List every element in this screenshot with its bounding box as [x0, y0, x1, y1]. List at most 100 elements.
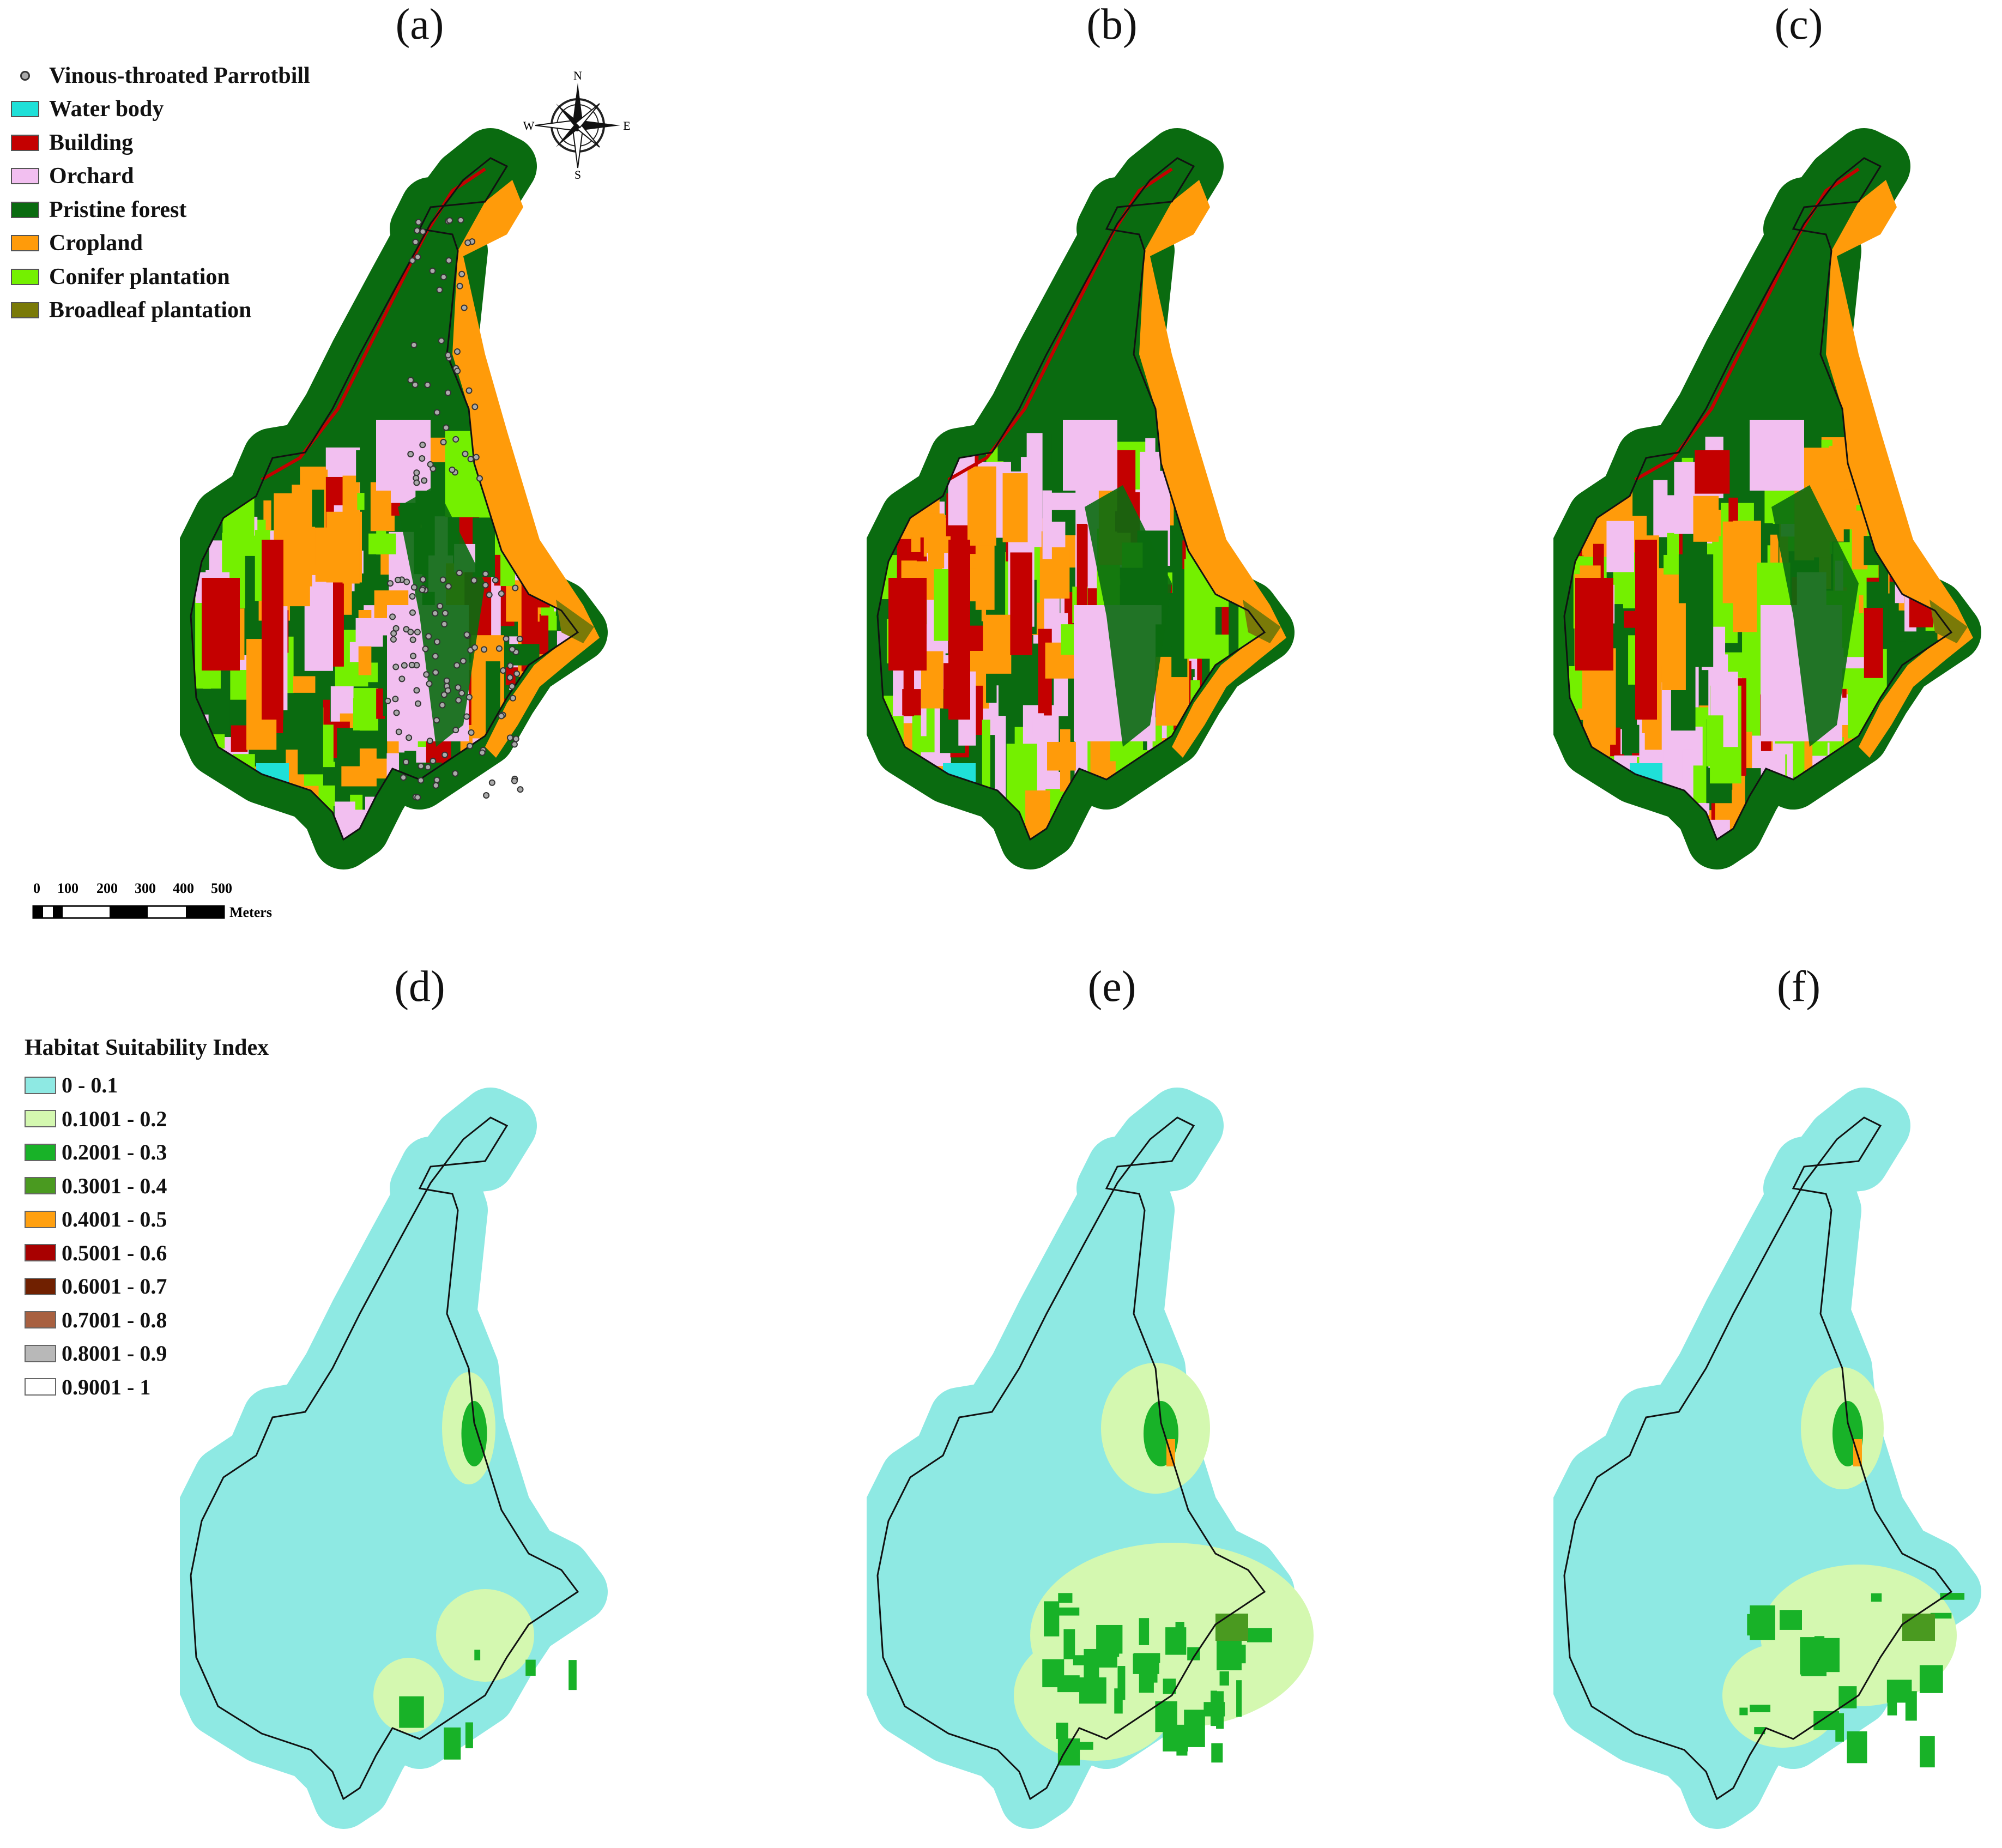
observation-point	[392, 663, 400, 671]
observation-point	[509, 646, 516, 653]
observation-point	[419, 442, 426, 449]
hsi-label: 0.3001 - 0.4	[62, 1173, 167, 1198]
observation-point	[386, 580, 394, 587]
observation-point	[420, 576, 427, 583]
observation-point	[432, 653, 439, 660]
observation-point	[438, 337, 445, 345]
observation-point	[511, 741, 518, 748]
observation-point	[418, 777, 425, 784]
observation-point	[407, 451, 414, 458]
hsi-legend-item: 0.7001 - 0.8	[25, 1303, 269, 1337]
observation-point	[400, 774, 407, 781]
observation-point	[481, 646, 488, 653]
observation-point	[410, 584, 418, 591]
observation-point	[468, 729, 475, 736]
observation-point	[412, 381, 419, 388]
hsi-swatch	[25, 1344, 56, 1362]
observation-point	[409, 636, 416, 643]
observation-point	[432, 610, 439, 617]
observation-point	[452, 727, 459, 734]
hsi-legend-item: 0.6001 - 0.7	[25, 1270, 269, 1303]
hsi-legend-item: 0.5001 - 0.6	[25, 1236, 269, 1270]
observation-point	[443, 424, 450, 431]
observation-point	[432, 782, 439, 789]
observation-point	[423, 671, 430, 678]
observation-point	[506, 674, 513, 681]
observation-point	[419, 587, 426, 594]
observation-point	[459, 657, 467, 665]
observation-point	[441, 620, 448, 627]
observation-point	[454, 367, 461, 375]
observation-point	[473, 454, 480, 461]
observation-point	[443, 677, 450, 684]
observation-point	[409, 257, 416, 264]
observation-point	[418, 763, 425, 770]
observation-point	[492, 577, 499, 584]
scale-tick-500: 500	[211, 880, 232, 896]
panel-label-b: (b)	[1086, 1, 1138, 49]
observation-point	[509, 694, 516, 702]
observation-point	[440, 691, 447, 698]
observation-point	[463, 631, 470, 638]
observation-point	[500, 667, 507, 674]
legend-item-cropland: Cropland	[11, 227, 310, 261]
observation-point	[425, 764, 432, 771]
observation-point	[445, 583, 452, 590]
hsi-legend-item: 0.8001 - 0.9	[25, 1337, 269, 1370]
observation-point	[439, 576, 446, 583]
hsi-legend-item: 0 - 0.1	[25, 1068, 269, 1102]
hsi-legend-title: Habitat Suitability Index	[25, 1035, 269, 1060]
scale-tick-200: 200	[96, 880, 118, 896]
scale-bar-graphic: 0 100 200 300 400 500 Meters	[32, 880, 272, 920]
observation-point	[390, 636, 397, 643]
observation-point	[444, 389, 451, 396]
observation-point	[471, 644, 478, 651]
observation-point	[463, 713, 470, 720]
hsi-legend-item: 0.3001 - 0.4	[25, 1169, 269, 1203]
observation-point	[410, 341, 418, 348]
observation-point	[453, 662, 461, 669]
observation-point	[464, 239, 471, 246]
scale-tick-400: 400	[173, 880, 194, 896]
observation-point	[429, 267, 436, 274]
observation-point	[486, 591, 493, 599]
observation-point	[471, 403, 479, 410]
observation-point	[445, 352, 452, 359]
observation-point	[410, 653, 417, 660]
scale-bar: 0 100 200 300 400 500 Meters	[30, 878, 313, 931]
hsi-label: 0.9001 - 1	[62, 1374, 151, 1399]
observation-point	[457, 216, 464, 224]
legend-item-building: Building	[11, 126, 310, 160]
legend-swatch	[11, 168, 39, 185]
observation-point	[467, 742, 474, 750]
observation-point	[406, 734, 413, 741]
legend-item-orchard: Orchard	[11, 160, 310, 194]
observation-point	[407, 377, 414, 384]
observation-point	[498, 590, 505, 597]
observation-point	[422, 645, 429, 653]
hsi-label: 0 - 0.1	[62, 1073, 118, 1098]
observation-point	[426, 680, 433, 687]
hsi-legend-item: 0.9001 - 1	[25, 1370, 269, 1404]
legend-item-broadleaf-plantation: Broadleaf plantation	[11, 294, 310, 328]
panel-label-e: (e)	[1087, 963, 1136, 1011]
scale-tick-300: 300	[135, 880, 156, 896]
observation-point	[444, 687, 451, 694]
legend-swatch	[11, 134, 39, 151]
compass-s: S	[574, 168, 581, 180]
hsi-label: 0.5001 - 0.6	[62, 1240, 167, 1265]
legend-item-water-body: Water body	[11, 93, 310, 126]
hsi-label: 0.6001 - 0.7	[62, 1274, 167, 1299]
observation-point	[421, 477, 428, 484]
hsi-legend-item: 0.2001 - 0.3	[25, 1136, 269, 1169]
landcover-legend: Vinous-throated Parrotbill Water body Bu…	[11, 59, 310, 327]
observation-point	[512, 735, 519, 742]
observation-point	[498, 712, 505, 720]
observation-point	[414, 629, 421, 636]
observation-point-icon	[11, 68, 39, 84]
observation-point	[392, 696, 399, 703]
hsi-map-e	[867, 1088, 1314, 1829]
observation-point	[433, 638, 440, 645]
hsi-legend: Habitat Suitability Index 0 - 0.1 0.1001…	[25, 1035, 269, 1404]
observation-point	[433, 776, 440, 783]
